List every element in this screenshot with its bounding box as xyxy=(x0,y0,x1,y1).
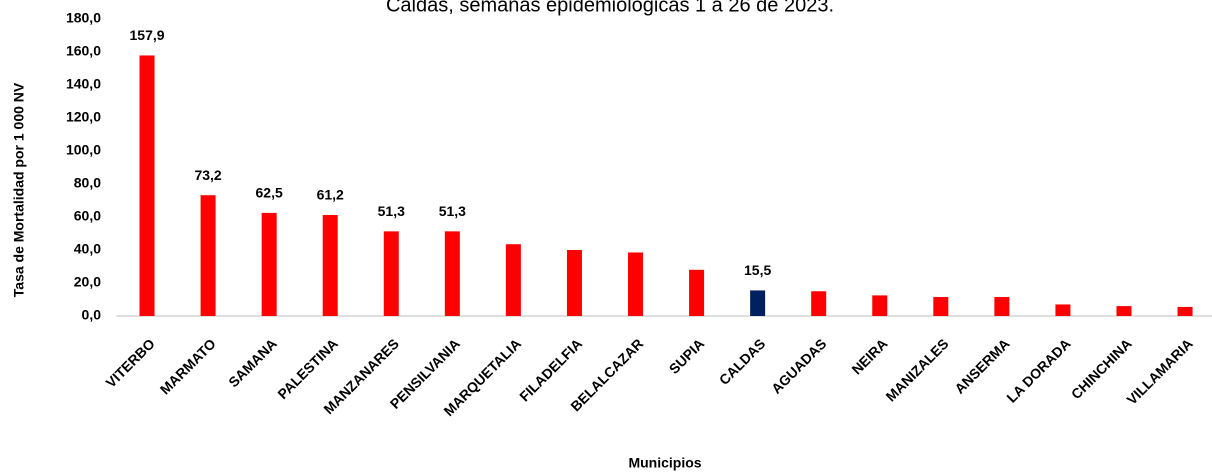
data-label: 157,9 xyxy=(130,27,165,43)
bar xyxy=(505,244,521,316)
y-tick-label: 60,0 xyxy=(74,208,101,224)
y-tick-label: 40,0 xyxy=(74,241,101,257)
bar xyxy=(1177,306,1193,316)
bar xyxy=(322,215,338,316)
bar xyxy=(139,55,155,317)
y-tick-label: 140,0 xyxy=(66,76,101,92)
bar xyxy=(261,212,277,316)
bar xyxy=(872,295,888,316)
bar xyxy=(1116,306,1132,316)
y-tick-label: 160,0 xyxy=(66,43,101,59)
y-tick-label: 180,0 xyxy=(66,10,101,26)
y-tick-label: 80,0 xyxy=(74,175,101,191)
x-tick-label: CHINCHINA xyxy=(1068,335,1135,402)
bar xyxy=(994,297,1010,316)
bar xyxy=(811,291,827,316)
x-tick-label: ANSERMA xyxy=(951,335,1012,396)
data-label: 51,3 xyxy=(439,203,466,219)
x-tick-label: SAMANA xyxy=(225,335,280,390)
bar xyxy=(750,290,766,316)
data-label: 15,5 xyxy=(744,262,771,278)
y-axis-label: Tasa de Mortalidad por 1 000 NV xyxy=(11,82,27,297)
x-tick-label: PALESTINA xyxy=(274,335,341,402)
bar xyxy=(444,231,460,316)
x-tick-label: AGUADAS xyxy=(768,335,829,396)
bar xyxy=(383,231,399,316)
bar xyxy=(200,195,216,316)
y-tick-label: 20,0 xyxy=(74,274,101,290)
x-tick-label: NEIRA xyxy=(848,335,890,377)
x-tick-label: MARMATO xyxy=(157,335,219,397)
x-tick-label: VILLAMARIA xyxy=(1123,335,1195,407)
bar xyxy=(933,297,949,316)
bar xyxy=(689,269,705,316)
data-label: 51,3 xyxy=(378,203,405,219)
data-label: 73,2 xyxy=(194,167,221,183)
x-axis-label: Municipios xyxy=(628,455,701,471)
bar xyxy=(628,252,644,316)
chart-title: Caldas, semanas epidemiológicas 1 a 26 d… xyxy=(386,0,834,16)
x-tick-label: VITERBO xyxy=(102,335,157,390)
bar xyxy=(1055,304,1071,316)
data-label: 61,2 xyxy=(317,187,344,203)
x-tick-label: FILADELFIA xyxy=(516,335,585,404)
x-tick-label: SUPIA xyxy=(666,335,708,377)
y-tick-label: 120,0 xyxy=(66,109,101,125)
data-label: 62,5 xyxy=(256,185,283,201)
x-tick-label: MANIZALES xyxy=(882,335,951,404)
y-tick-label: 0,0 xyxy=(82,307,102,323)
bar xyxy=(566,250,582,316)
x-tick-label: LA DORADA xyxy=(1003,335,1073,405)
x-tick-label: CALDAS xyxy=(716,335,769,388)
y-tick-label: 100,0 xyxy=(66,142,101,158)
